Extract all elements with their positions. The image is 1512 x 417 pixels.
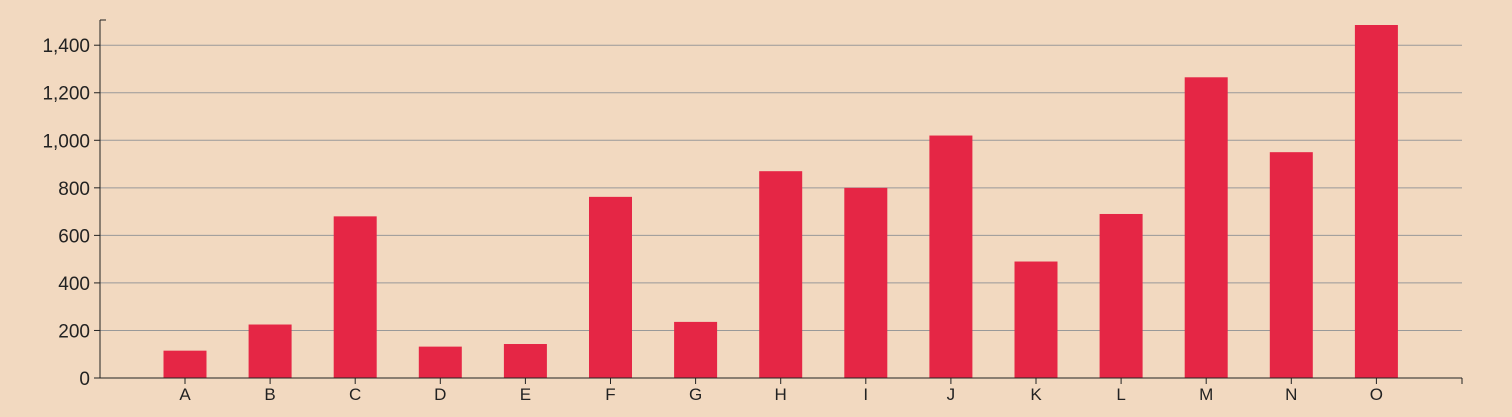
bar-c bbox=[333, 216, 377, 378]
x-tick-label-l: L bbox=[1116, 385, 1125, 404]
x-tick-label-d: D bbox=[434, 385, 446, 404]
bar-b bbox=[248, 324, 292, 378]
bar-o bbox=[1354, 25, 1398, 378]
bar-k bbox=[1014, 261, 1058, 378]
bar-g bbox=[674, 321, 718, 378]
bar-m bbox=[1184, 77, 1228, 378]
x-tick-label-b: B bbox=[264, 385, 275, 404]
x-tick-label-e: E bbox=[520, 385, 531, 404]
x-tick-label-g: G bbox=[689, 385, 702, 404]
y-tick-label: 1,400 bbox=[42, 36, 90, 57]
y-tick-label: 1,000 bbox=[42, 131, 90, 152]
y-tick-label: 0 bbox=[79, 369, 90, 390]
y-tick-label: 200 bbox=[58, 321, 90, 342]
bar-f bbox=[589, 196, 632, 378]
bar-d bbox=[418, 346, 462, 378]
x-tick-label-m: M bbox=[1199, 385, 1213, 404]
x-tick-label-o: O bbox=[1370, 385, 1383, 404]
y-tick-label: 1,200 bbox=[42, 84, 90, 105]
x-tick-label-h: H bbox=[775, 385, 787, 404]
x-tick-label-n: N bbox=[1285, 385, 1297, 404]
bars bbox=[163, 25, 1398, 378]
bar-j bbox=[929, 135, 973, 378]
bar-h bbox=[759, 171, 803, 378]
x-tick-label-j: J bbox=[947, 385, 956, 404]
y-tick-label: 600 bbox=[58, 226, 90, 247]
x-axis-ticks: A B C D E F G H I J K L M N O bbox=[179, 378, 1383, 404]
bar-n bbox=[1269, 152, 1313, 378]
x-tick-label-i: I bbox=[863, 385, 868, 404]
x-tick-label-k: K bbox=[1030, 385, 1042, 404]
bar-l bbox=[1099, 213, 1143, 378]
x-tick-label-f: F bbox=[605, 385, 615, 404]
x-tick-label-c: C bbox=[349, 385, 361, 404]
bar-i bbox=[844, 187, 888, 378]
y-tick-label: 400 bbox=[58, 274, 90, 295]
y-tick-label: 800 bbox=[58, 179, 90, 200]
bar-e bbox=[503, 344, 547, 378]
x-tick-label-a: A bbox=[179, 385, 191, 404]
y-axis-ticks: 0 200 400 600 800 1,000 1,200 1,400 bbox=[42, 36, 100, 390]
bar-a bbox=[163, 350, 207, 378]
